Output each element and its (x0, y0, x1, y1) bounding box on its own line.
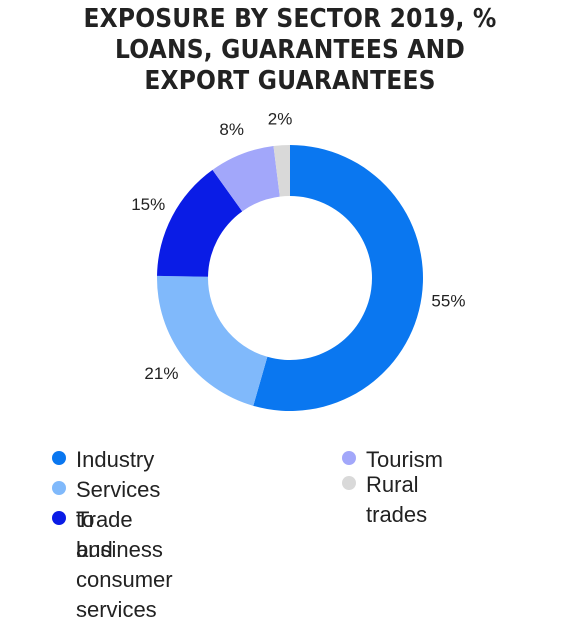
legend-item-rural-trades: Rural trades (342, 470, 427, 530)
slice-label-services-to-business: 21% (144, 364, 178, 383)
legend-label-industry: Industry (76, 445, 154, 475)
legend-swatch-rural-trades (342, 476, 356, 490)
slice-label-tourism: 8% (219, 120, 244, 139)
legend-item-industry: Industry (52, 445, 154, 475)
slice-services-to-business (157, 276, 267, 406)
legend-swatch-services-to-business (52, 481, 66, 495)
slice-label-industry: 55% (431, 291, 465, 310)
slice-label-rural-trades: 2% (268, 109, 293, 128)
legend-label-rural-trades: Rural trades (366, 470, 427, 530)
legend-label-trade-and-consumer-services: Trade and consumer services (76, 505, 173, 625)
legend-swatch-tourism (342, 451, 356, 465)
legend-swatch-trade-and-consumer-services (52, 511, 66, 525)
slice-label-trade-and-consumer-services: 15% (131, 195, 165, 214)
donut-chart: 55% 21% 15% 8% 2% (0, 0, 580, 440)
legend-swatch-industry (52, 451, 66, 465)
legend-item-trade-and-consumer-services: Trade and consumer services (52, 505, 173, 625)
